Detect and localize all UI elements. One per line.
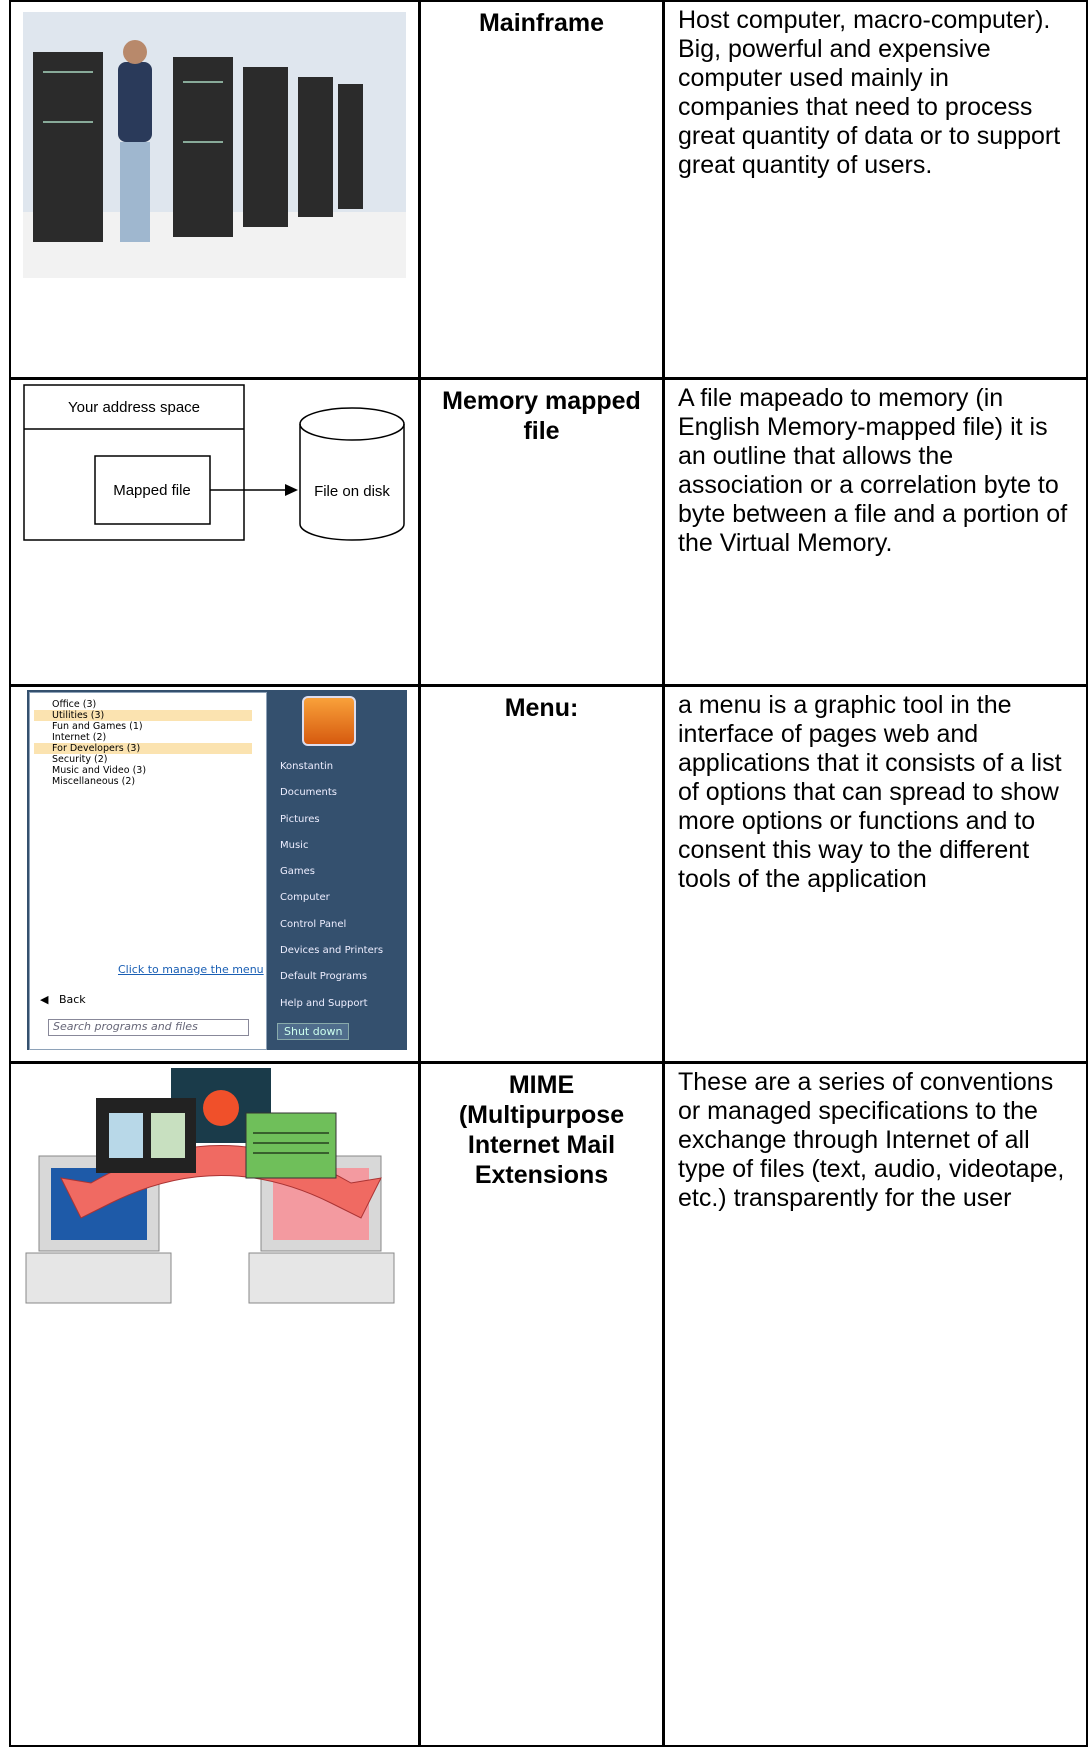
- menu-item[interactable]: Security (2): [52, 754, 108, 765]
- mime-illustration: [25, 1068, 395, 1304]
- menu-right: Konstantin Documents Pictures Music Games Com…: [272, 754, 402, 1017]
- menu-item[interactable]: Konstantin: [280, 761, 334, 772]
- back-button[interactable]: ◀ Back: [40, 993, 86, 1006]
- image-cell: Click to manage the menu ◀ Back Search p…: [9, 685, 420, 1063]
- menu-link[interactable]: Click to manage the menu: [118, 963, 264, 976]
- memory-diagram: Your address space Mapped file File on d…: [23, 384, 405, 541]
- menu-item[interactable]: Miscellaneous (2): [52, 776, 136, 787]
- menu-item[interactable]: Control Panel: [280, 918, 347, 930]
- menu-item[interactable]: Office (3): [52, 699, 97, 710]
- menu-left: Click to manage the menu ◀ Back Search p…: [29, 692, 267, 1050]
- description: Host computer, macro-computer). Big, pow…: [663, 0, 1088, 379]
- menu-item[interactable]: Documents: [280, 787, 338, 799]
- description: A file mapeado to memory (in English Mem…: [663, 378, 1088, 686]
- menu-item[interactable]: Music and Video (3): [52, 765, 147, 776]
- menu-item[interactable]: For Developers (3): [34, 743, 252, 754]
- menu-item[interactable]: Internet (2): [52, 732, 107, 743]
- start-menu: Click to manage the menu ◀ Back Search p…: [27, 690, 407, 1050]
- menu-item[interactable]: Fun and Games (1): [52, 721, 143, 732]
- menu-item[interactable]: Music: [280, 839, 309, 851]
- user-picture: [302, 696, 356, 746]
- menu-item[interactable]: Devices and Printers: [280, 945, 384, 957]
- term: Mainframe: [419, 0, 664, 379]
- term: Menu:: [419, 685, 664, 1063]
- menu-item[interactable]: Pictures: [280, 813, 320, 825]
- menu-item[interactable]: Games: [280, 866, 315, 878]
- menu-item[interactable]: Help and Support: [280, 997, 368, 1009]
- diagram-label: Your address space: [68, 399, 200, 416]
- mainframe-photo: [23, 12, 406, 278]
- menu-item[interactable]: Default Programs: [280, 971, 368, 983]
- shutdown-button[interactable]: Shut down: [277, 1023, 350, 1040]
- term: Memory mapped file: [419, 378, 664, 686]
- back-label: Back: [58, 993, 86, 1006]
- search-box[interactable]: Search programs and files: [48, 1019, 249, 1036]
- diagram-label: Mapped file: [113, 482, 191, 499]
- description: a menu is a graphic tool in the interfac…: [663, 685, 1088, 1063]
- diagram-label: File on disk: [314, 483, 390, 500]
- image-cell: [9, 0, 420, 379]
- menu-item[interactable]: Computer: [280, 892, 330, 904]
- term: MIME (Multipurpose Internet Mail Extensi…: [419, 1062, 664, 1747]
- description: These are a series of conventions or man…: [663, 1062, 1088, 1747]
- menu-item[interactable]: Utilities (3): [34, 710, 252, 721]
- image-cell: Your address space Mapped file File on d…: [9, 378, 420, 686]
- image-cell: [9, 1062, 420, 1747]
